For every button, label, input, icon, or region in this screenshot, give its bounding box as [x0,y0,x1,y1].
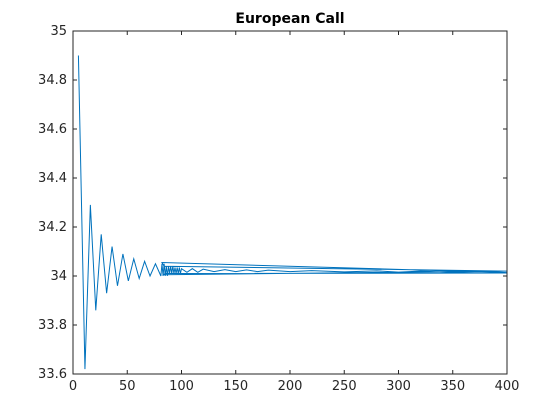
axes-box [72,30,508,375]
x-tick-label: 250 [332,379,357,394]
series-layer [77,55,508,370]
y-tick-label: 35 [50,24,67,39]
x-tick-label: 200 [278,379,303,394]
x-tick-label: 350 [440,379,465,394]
tick-labels: 0 50 100 150 200 250 300 350 400 33.6 33.8 34 34.2 34… [38,24,519,394]
y-tick-label: 33.6 [38,367,67,382]
x-tick-label: 100 [169,379,194,394]
chart-title: European Call [235,11,344,27]
y-tick-label: 34.6 [38,122,67,137]
y-tick-label: 34.4 [38,171,67,186]
series-line [77,55,508,370]
x-tick-label: 300 [386,379,411,394]
x-tick-label: 50 [119,379,136,394]
y-tick-label: 34 [50,269,67,284]
x-tick-label: 0 [69,379,77,394]
y-tick-label: 33.8 [38,318,67,333]
y-tick-label: 34.8 [38,73,67,88]
plot-area [73,31,507,374]
y-tick-label: 34.2 [38,220,67,235]
x-tick-label: 150 [223,379,248,394]
x-tick-label: 400 [495,379,520,394]
